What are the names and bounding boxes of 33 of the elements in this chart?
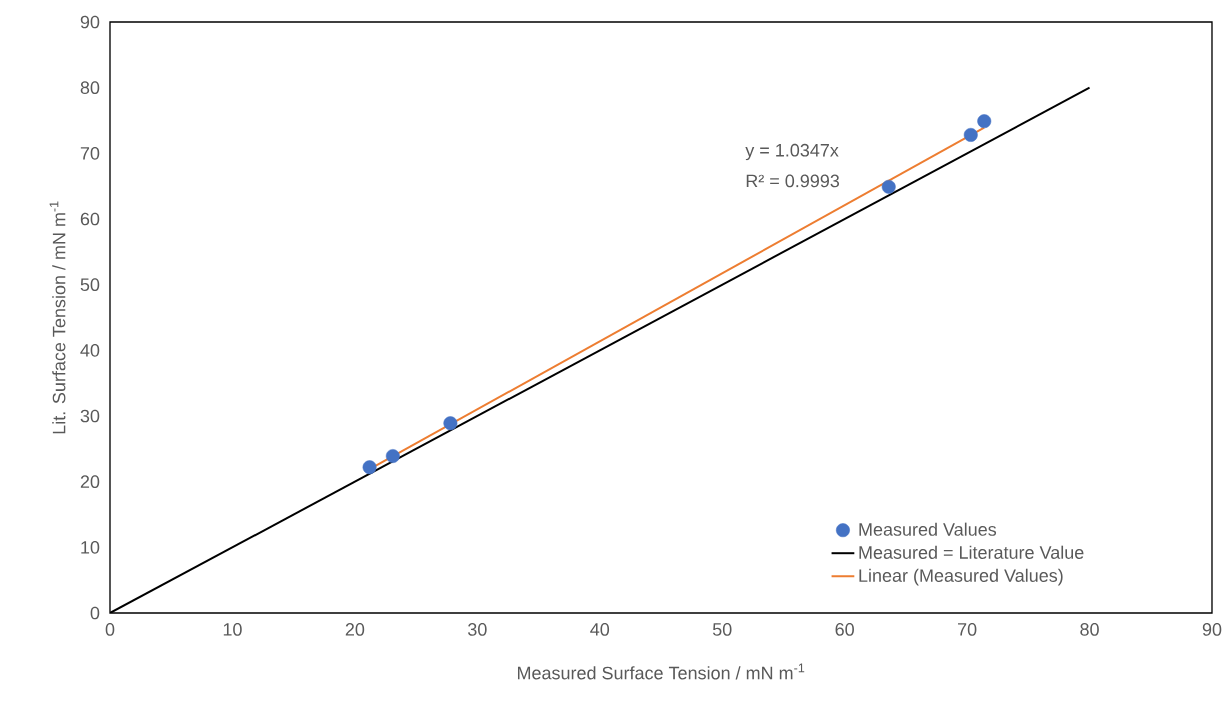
x-tick-label: 0	[105, 623, 115, 636]
y-axis-title: Lit. Surface Tension / mN m$^{-1}$	[49, 201, 66, 434]
x-tick-label: 60	[835, 623, 854, 636]
y-tick-label: 0	[90, 606, 100, 620]
x-tick-label: 50	[712, 623, 732, 636]
x-tick-label: 80	[1080, 623, 1099, 636]
x-tick-label: 30	[468, 623, 487, 636]
y-tick-label: 80	[80, 81, 100, 95]
y-tick-label: 40	[80, 343, 100, 357]
point	[443, 416, 458, 431]
x-axis-title: Measured Surface Tension / mN m$^{-1}$	[517, 663, 805, 680]
x-tick-label: 40	[590, 623, 610, 636]
point	[977, 114, 992, 129]
y-tick-label: 60	[80, 212, 100, 226]
y-tick-label: 30	[80, 409, 100, 423]
legend-label: Measured Values	[859, 522, 997, 536]
x-tick-label: 10	[223, 623, 242, 636]
y-tick-label: 20	[80, 475, 100, 489]
point	[362, 460, 377, 475]
x-tick-label: 90	[1202, 623, 1222, 636]
x-tick-label: 20	[345, 623, 365, 636]
y-tick-label: 50	[80, 278, 100, 292]
point	[385, 449, 400, 463]
x-tick-label: 70	[958, 623, 977, 636]
point	[963, 128, 978, 142]
legend-label: Linear (Measured Values)	[859, 568, 1063, 586]
point	[881, 179, 896, 194]
y-tick-label: 10	[81, 540, 100, 554]
y-tick-label: 70	[80, 146, 100, 160]
annotation: y = 1.0347x	[745, 143, 839, 161]
legend-label: Measured = Literature Value	[859, 545, 1084, 559]
y-tick-label: 90	[80, 15, 100, 29]
annotation: R² = 0.9993	[746, 174, 840, 188]
